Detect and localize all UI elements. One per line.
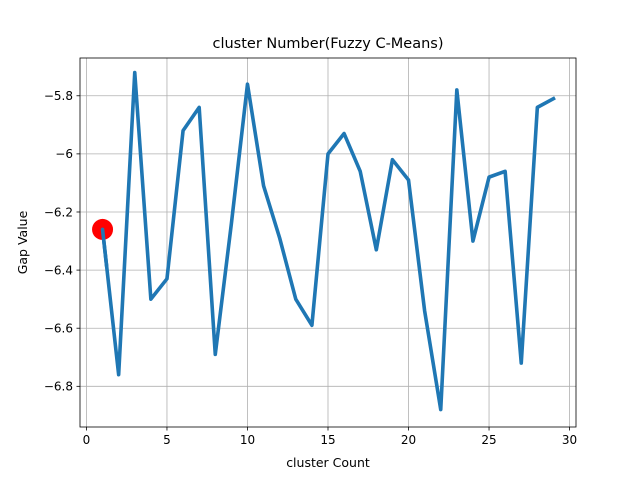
grid xyxy=(80,58,576,427)
x-axis-label: cluster Count xyxy=(286,455,370,470)
x-tick-label: 5 xyxy=(163,433,171,447)
series-layer xyxy=(92,70,556,412)
x-tick-label: 30 xyxy=(562,433,577,447)
y-tick-label: −6.6 xyxy=(44,322,73,336)
x-tick-label: 25 xyxy=(481,433,496,447)
y-tick-label: −6.8 xyxy=(44,380,73,394)
y-tick-label: −6 xyxy=(55,147,73,161)
ticks: 0 5 10 15 20 25 30 −6.8 −6.6 −6.4 −6.2 −6 −5.8 xyxy=(44,89,577,447)
y-tick-label: −6.2 xyxy=(44,205,73,219)
x-tick-label: 15 xyxy=(320,433,335,447)
x-tick-label: 20 xyxy=(401,433,416,447)
chart-title: cluster Number(Fuzzy C-Means) xyxy=(212,36,443,52)
series-line xyxy=(100,70,556,412)
series-line-overlay xyxy=(100,227,109,268)
y-tick-label: −6.4 xyxy=(44,263,73,277)
x-tick-label: 10 xyxy=(240,433,255,447)
x-tick-label: 0 xyxy=(83,433,91,447)
y-tick-label: −5.8 xyxy=(44,89,73,103)
y-axis-label: Gap Value xyxy=(15,210,30,274)
